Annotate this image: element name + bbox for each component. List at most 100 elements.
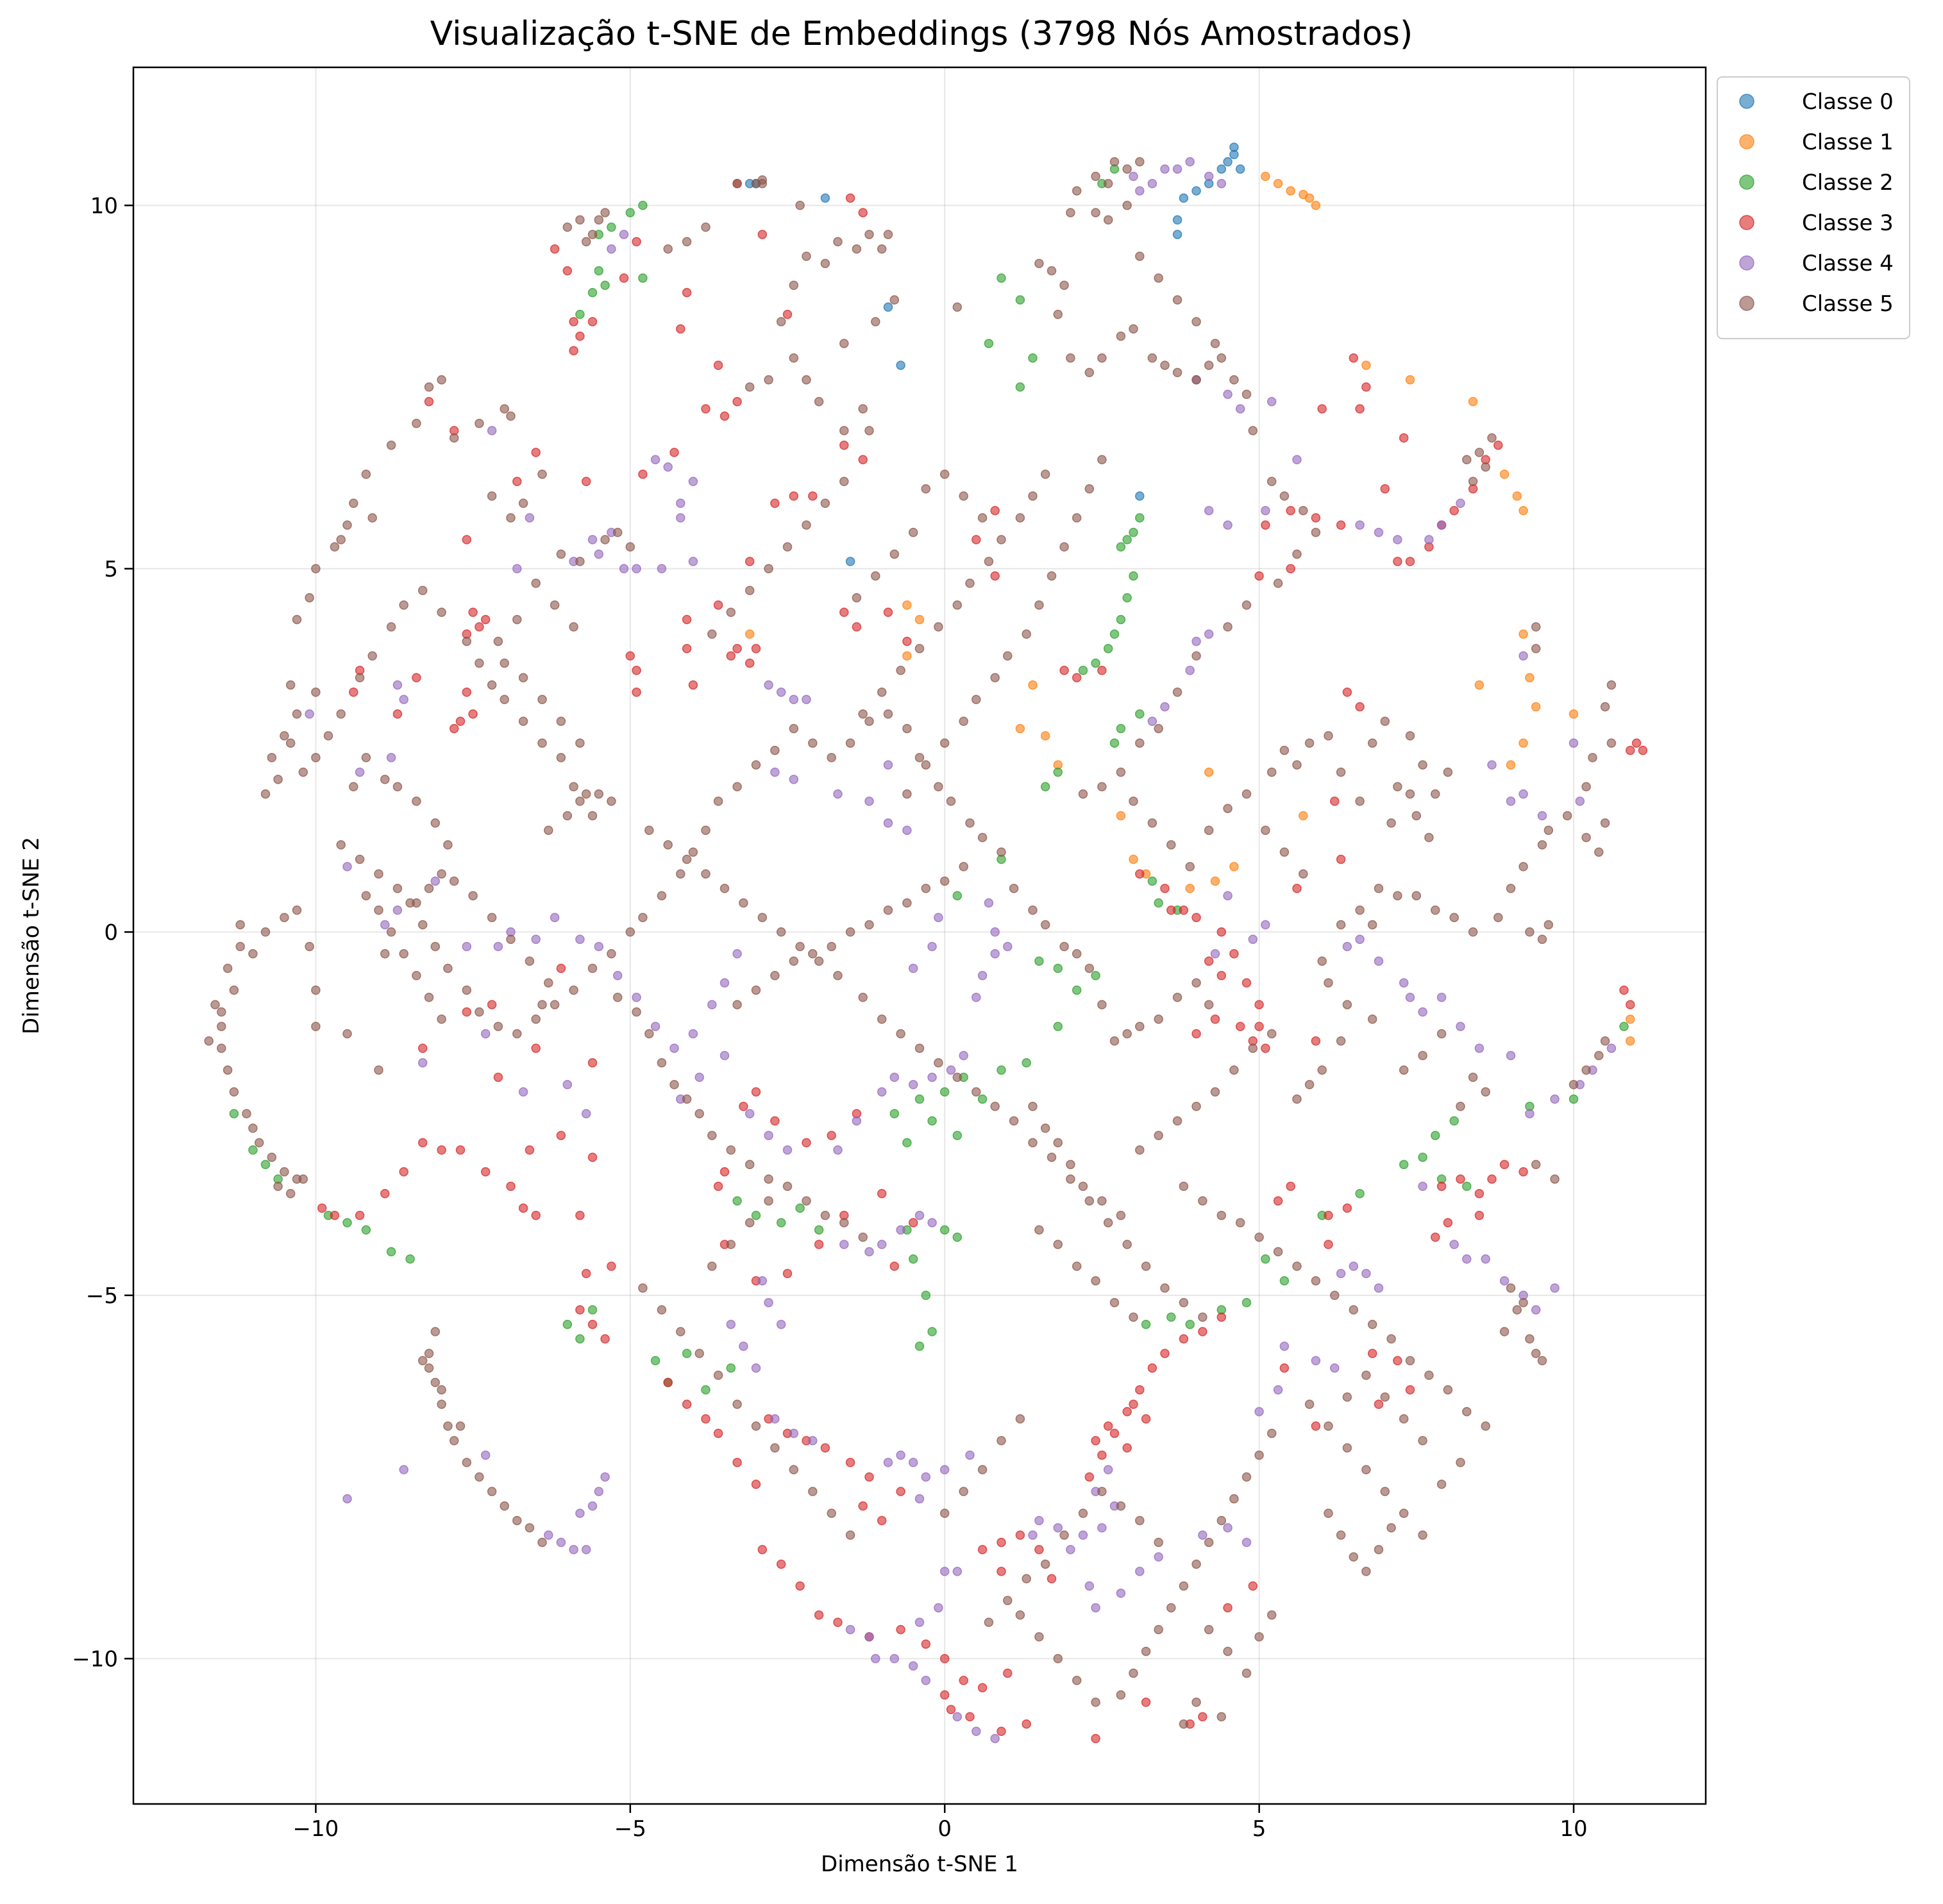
scatter-point <box>1229 142 1239 152</box>
scatter-point <box>663 840 673 850</box>
scatter-point <box>518 673 528 683</box>
scatter-point <box>1185 862 1195 872</box>
scatter-point <box>242 1109 251 1118</box>
x-tick-label: −5 <box>614 1816 646 1842</box>
scatter-point <box>1009 884 1019 893</box>
scatter-point <box>934 1058 943 1068</box>
scatter-point <box>739 1102 748 1111</box>
scatter-point <box>1436 1479 1447 1489</box>
scatter-point <box>1204 1000 1214 1009</box>
scatter-point <box>902 898 912 908</box>
scatter-point <box>751 1363 761 1373</box>
scatter-point <box>1324 1210 1333 1220</box>
scatter-point <box>952 1072 963 1083</box>
scatter-point <box>814 1240 824 1249</box>
scatter-point <box>292 614 302 625</box>
scatter-point <box>1223 157 1232 167</box>
scatter-point <box>260 927 271 937</box>
scatter-point <box>1493 440 1503 450</box>
scatter-point <box>795 201 805 210</box>
scatter-point <box>1261 920 1270 930</box>
scatter-point <box>1299 869 1308 879</box>
scatter-point <box>1462 1406 1472 1417</box>
series-1-points <box>744 171 1635 1046</box>
scatter-point <box>1380 1487 1390 1497</box>
scatter-point <box>587 1058 598 1068</box>
scatter-point <box>361 753 371 762</box>
scatter-point <box>864 1472 874 1482</box>
scatter-point <box>1078 666 1088 675</box>
scatter-point <box>682 1349 692 1358</box>
scatter-point <box>707 1131 717 1140</box>
scatter-point <box>858 404 868 414</box>
scatter-point <box>789 695 799 705</box>
scatter-point <box>1210 876 1220 886</box>
scatter-point <box>361 1225 371 1235</box>
scatter-point <box>1336 1268 1346 1279</box>
scatter-point <box>644 1029 654 1039</box>
scatter-point <box>713 1428 723 1438</box>
scatter-point <box>1066 208 1075 217</box>
scatter-point <box>1216 927 1227 937</box>
scatter-point <box>682 1094 692 1104</box>
scatter-point <box>946 796 956 806</box>
scatter-point <box>374 1065 383 1075</box>
scatter-point <box>550 244 560 254</box>
scatter-point <box>386 927 396 937</box>
scatter-point <box>990 1102 1000 1111</box>
scatter-point <box>1078 1181 1088 1192</box>
scatter-point <box>1481 1087 1490 1097</box>
scatter-point <box>455 716 466 726</box>
scatter-point <box>1342 1000 1352 1009</box>
scatter-point <box>959 862 968 872</box>
scatter-point <box>619 230 629 239</box>
scatter-point <box>1273 578 1283 588</box>
scatter-point <box>1241 789 1252 799</box>
scatter-point <box>1361 1567 1371 1576</box>
scatter-point <box>305 593 314 603</box>
scatter-point <box>965 818 975 828</box>
scatter-point <box>1468 1072 1478 1083</box>
scatter-point <box>1204 505 1214 516</box>
scatter-point <box>1040 731 1050 741</box>
scatter-point <box>1078 1530 1088 1540</box>
scatter-point <box>789 1428 799 1438</box>
scatter-point <box>587 230 598 239</box>
scatter-point <box>757 1545 768 1554</box>
scatter-point <box>732 1458 742 1467</box>
scatter-point <box>217 1043 226 1053</box>
scatter-point <box>1179 193 1189 203</box>
scatter-point <box>858 1232 868 1242</box>
scatter-point <box>719 978 730 988</box>
scatter-point <box>500 658 509 668</box>
scatter-point <box>1279 1276 1290 1286</box>
scatter-point <box>587 811 598 821</box>
scatter-point <box>512 564 522 574</box>
scatter-point <box>1311 201 1321 210</box>
scatter-point <box>1254 1000 1264 1009</box>
scatter-point <box>380 920 390 930</box>
scatter-point <box>1286 186 1295 196</box>
scatter-point <box>506 1181 516 1192</box>
scatter-point <box>1129 1312 1138 1322</box>
scatter-point <box>1204 1624 1214 1635</box>
scatter-point <box>512 1515 522 1526</box>
scatter-point <box>1386 818 1396 828</box>
scatter-point <box>575 1508 585 1519</box>
scatter-point <box>1066 1545 1075 1554</box>
scatter-point <box>921 884 931 893</box>
scatter-point <box>587 1305 598 1315</box>
scatter-point <box>1216 1312 1227 1322</box>
scatter-point <box>1072 673 1082 683</box>
scatter-point <box>939 1087 950 1097</box>
legend-frame <box>1717 76 1910 339</box>
scatter-point <box>1431 789 1440 799</box>
scatter-point <box>317 1203 327 1213</box>
scatter-point <box>1588 753 1597 762</box>
scatter-point <box>776 1559 786 1569</box>
scatter-point <box>1248 426 1258 435</box>
scatter-point <box>1367 1015 1377 1024</box>
scatter-point <box>1311 513 1321 523</box>
scatter-point <box>581 1545 591 1554</box>
scatter-point <box>1456 498 1465 509</box>
